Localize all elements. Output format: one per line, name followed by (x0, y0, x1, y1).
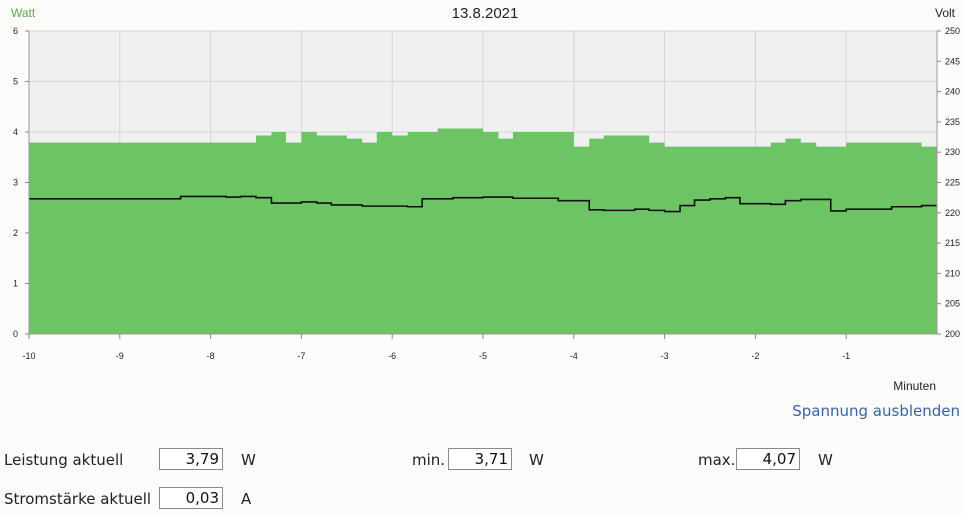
left-tick-label: 2 (13, 228, 18, 238)
power-area-series (29, 128, 937, 334)
left-tick-label: 4 (13, 127, 18, 137)
x-tick-label: -7 (297, 351, 305, 361)
current-field[interactable]: 0,03 (159, 487, 223, 509)
voltage-line-series (29, 195, 937, 213)
x-tick-label: -5 (479, 351, 487, 361)
right-tick-label: 245 (945, 56, 960, 66)
current-label: Stromstärke aktuell (4, 490, 152, 508)
x-tick-label: -4 (570, 351, 578, 361)
chart-title: 13.8.2021 (452, 5, 519, 22)
min-power-unit: W (529, 451, 544, 469)
power-current-unit: W (241, 451, 256, 469)
left-tick-label: 3 (13, 178, 18, 188)
left-tick-label: 5 (13, 77, 18, 87)
left-tick-label: 0 (13, 329, 18, 339)
left-tick-label: 6 (13, 26, 18, 36)
power-current-label: Leistung aktuell (4, 451, 124, 469)
x-tick-label: -6 (388, 351, 396, 361)
right-tick-label: 230 (945, 147, 960, 157)
right-tick-label: 240 (945, 87, 960, 97)
x-tick-label: -1 (842, 351, 850, 361)
left-axis-label: Watt (11, 6, 36, 20)
hide-voltage-link[interactable]: Spannung ausblenden (792, 402, 960, 420)
x-tick-label: -3 (661, 351, 669, 361)
right-tick-label: 220 (945, 208, 960, 218)
right-axis-label: Volt (935, 6, 956, 20)
x-tick-label: -10 (22, 351, 35, 361)
min-power-field[interactable]: 3,71 (448, 448, 512, 470)
right-tick-label: 200 (945, 329, 960, 339)
power-current-field[interactable]: 3,79 (159, 448, 223, 470)
x-tick-label: -9 (116, 351, 124, 361)
power-voltage-chart: -10 -9 -8 -7 -6 -5 -4 -3 -2 -10123456200205210215… (11, 5, 960, 393)
right-tick-label: 250 (945, 26, 960, 36)
max-label: max. (698, 451, 736, 469)
x-axis-label: Minuten (893, 379, 936, 393)
current-unit: A (241, 490, 252, 508)
right-tick-label: 215 (945, 238, 960, 248)
min-label: min. (412, 451, 446, 469)
right-tick-label: 210 (945, 268, 960, 278)
x-tick-label: -2 (751, 351, 759, 361)
max-power-unit: W (818, 451, 833, 469)
right-tick-label: 225 (945, 178, 960, 188)
x-tick-label: -8 (207, 351, 215, 361)
max-power-field[interactable]: 4,07 (736, 448, 800, 470)
right-tick-label: 205 (945, 299, 960, 309)
left-tick-label: 1 (13, 279, 18, 289)
right-tick-label: 235 (945, 117, 960, 127)
